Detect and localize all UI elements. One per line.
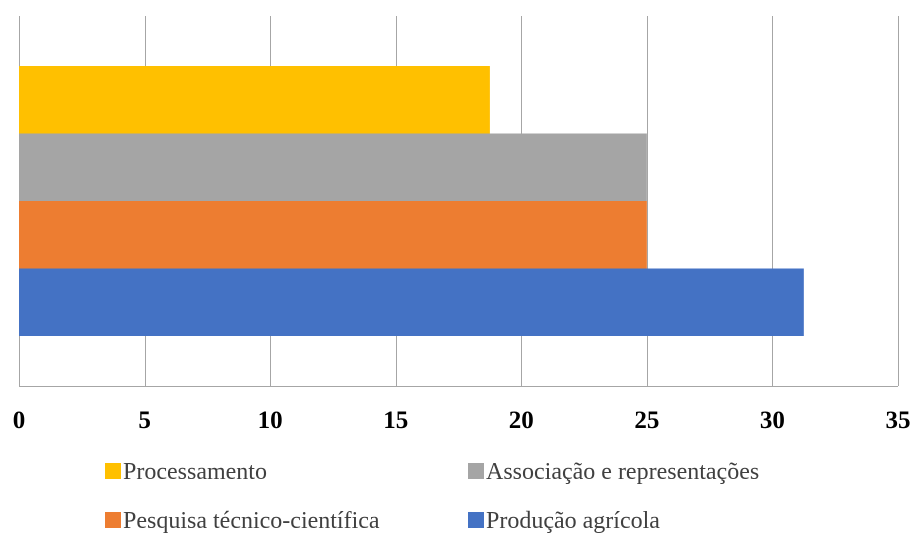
x-tick-label-0: 0	[13, 407, 26, 434]
x-tick-label-25: 25	[634, 407, 659, 434]
x-tick-label-10: 10	[258, 407, 283, 434]
legend-swatch-pesquisa-t-cnico-cient-fica	[105, 512, 121, 528]
legend-swatch-produ-o-agr-cola	[468, 512, 484, 528]
legend-item-processamento: Processamento	[105, 459, 267, 485]
bar-produ-o-agr-cola	[19, 268, 804, 336]
x-tick-label-5: 5	[138, 407, 151, 434]
x-tick-label-20: 20	[509, 407, 534, 434]
legend-label-processamento: Processamento	[123, 459, 267, 485]
legend-item-associa-o-e-representa-es: Associação e representações	[468, 459, 759, 485]
x-tick-label-30: 30	[760, 407, 785, 434]
legend-label-produ-o-agr-cola: Produção agrícola	[486, 508, 660, 534]
legend-swatch-processamento	[105, 463, 121, 479]
bar-associa-o-e-representa-es	[19, 133, 647, 201]
legend-label-pesquisa-t-cnico-cient-fica: Pesquisa técnico-científica	[123, 508, 380, 534]
legend-item-pesquisa-t-cnico-cient-fica: Pesquisa técnico-científica	[105, 508, 380, 534]
bar-processamento	[19, 66, 490, 134]
x-tick-label-15: 15	[383, 407, 408, 434]
x-tick-label-35: 35	[886, 407, 911, 434]
legend-label-associa-o-e-representa-es: Associação e representações	[486, 459, 759, 485]
bar-pesquisa-t-cnico-cient-fica	[19, 201, 647, 269]
legend-item-produ-o-agr-cola: Produção agrícola	[468, 508, 660, 534]
legend: Processamento Associação e representações…	[105, 459, 759, 534]
legend-swatch-associa-o-e-representa-es	[468, 463, 484, 479]
x-tick-labels: 0 5 10 15 20 25 30 35	[13, 407, 911, 434]
bars	[19, 66, 804, 336]
